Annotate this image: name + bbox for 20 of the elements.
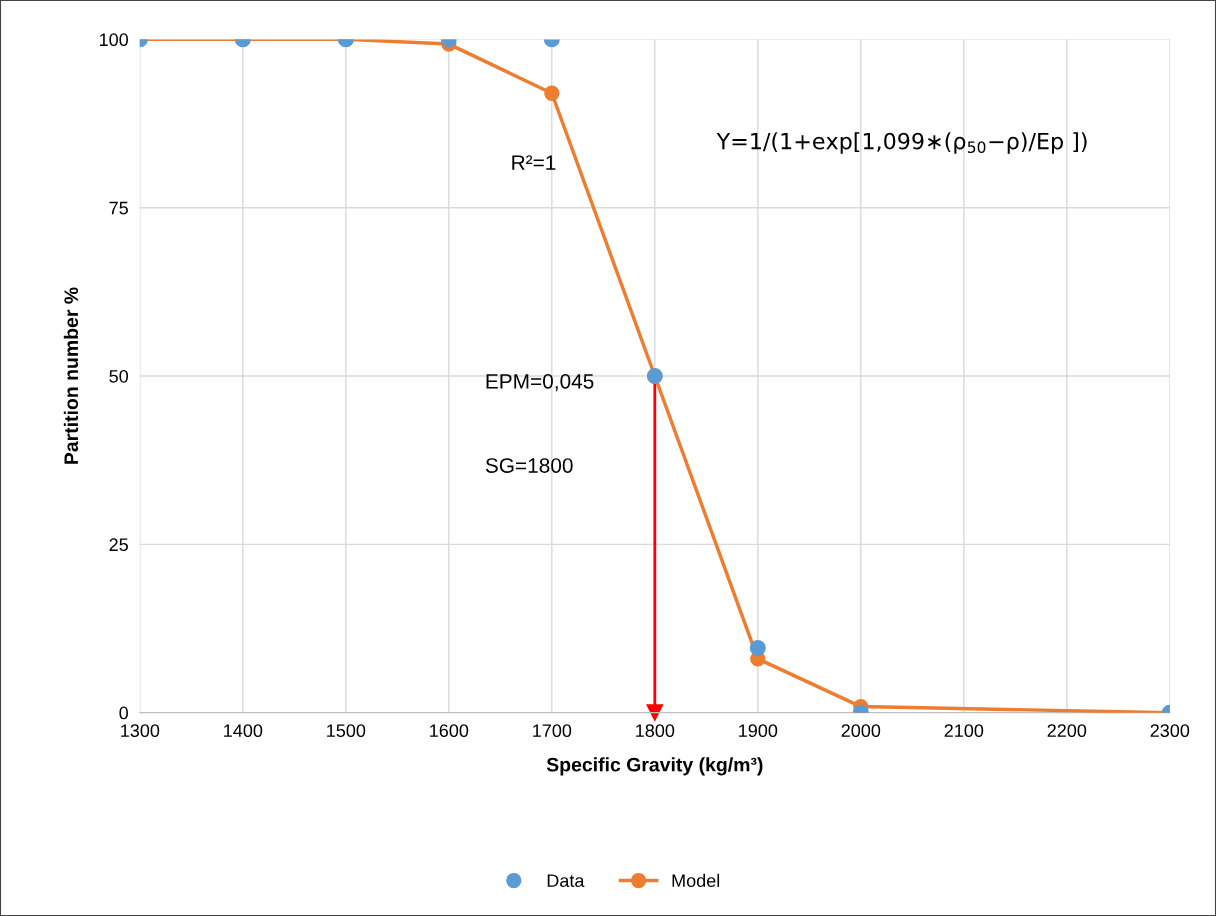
y-tick-label: 25 xyxy=(109,538,128,552)
x-tick-label: 2200 xyxy=(1047,724,1087,738)
y-tick-label: 75 xyxy=(109,201,128,215)
x-tick-label: 2300 xyxy=(1150,724,1190,738)
legend-label: Data xyxy=(547,874,585,888)
y-axis-title: Partition number % xyxy=(63,287,79,464)
x-tick-label: 2000 xyxy=(841,724,881,738)
x-tick-label: 1900 xyxy=(739,724,778,738)
y-tick-label: 100 xyxy=(99,33,129,47)
x-axis-title: Specific Gravity (kg/m³) xyxy=(546,757,763,776)
y-tick-label: 50 xyxy=(109,369,129,383)
x-tick-label: 1300 xyxy=(121,724,160,738)
x-tick-label: 2100 xyxy=(944,724,984,738)
x-tick-label: 1700 xyxy=(533,724,572,738)
x-tick-label: 1400 xyxy=(224,724,263,738)
legend-label: Model xyxy=(672,873,720,888)
y-tick-label: 0 xyxy=(119,706,129,720)
x-tick-label: 1600 xyxy=(430,724,469,738)
x-tick-label: 1800 xyxy=(636,724,675,738)
x-tick-label: 1500 xyxy=(327,724,366,738)
